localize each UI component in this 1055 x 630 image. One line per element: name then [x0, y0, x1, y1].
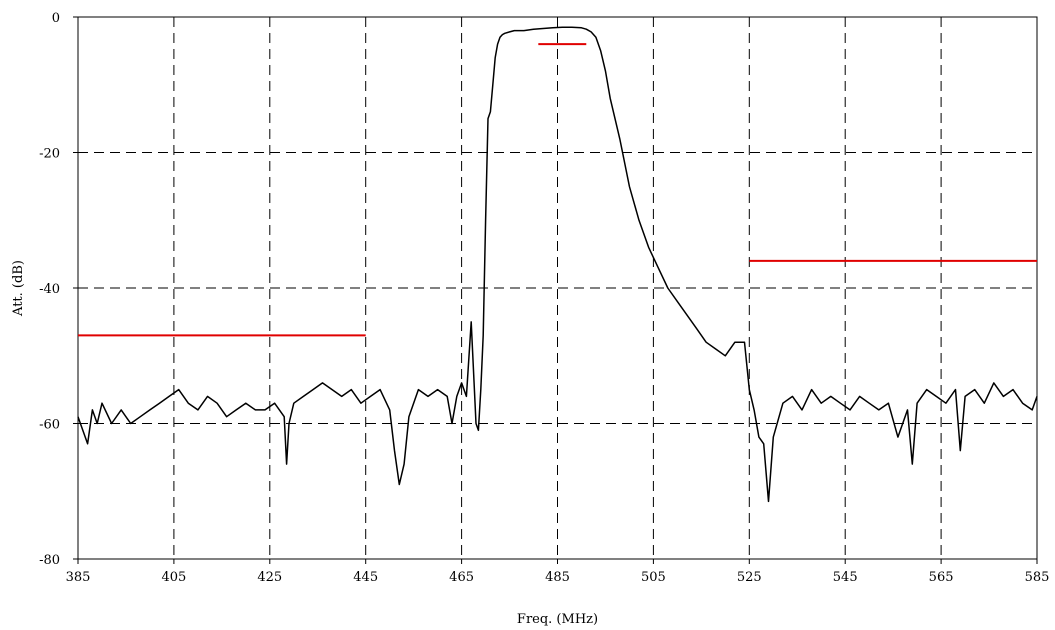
- x-tick-label: 505: [641, 570, 666, 585]
- x-tick-label: 405: [161, 570, 186, 585]
- y-axis-label: Att. (dB): [11, 260, 26, 317]
- y-tick-label: 0: [52, 11, 60, 26]
- y-tick-label: -80: [39, 553, 60, 568]
- y-tick-labels: 0 -20 -40 -60 -80: [39, 11, 78, 568]
- x-tick-label: 545: [833, 570, 858, 585]
- x-tick-label: 445: [353, 570, 378, 585]
- x-tick-label: 425: [257, 570, 282, 585]
- spec-mask-lines: [78, 43, 1037, 337]
- grid-lines: [78, 17, 1037, 559]
- x-tick-label: 585: [1025, 570, 1050, 585]
- x-tick-label: 565: [929, 570, 954, 585]
- x-tick-label: 525: [737, 570, 762, 585]
- series-layer: [77, 26, 1038, 503]
- x-tick-label: 465: [449, 570, 474, 585]
- attenuation-trace: [77, 26, 1038, 503]
- x-axis-label: Freq. (MHz): [517, 612, 598, 627]
- y-tick-label: -60: [39, 418, 60, 433]
- x-tick-labels: 385 405 425 445 465 485 505 525 545 565 585: [66, 559, 1050, 585]
- y-tick-label: -20: [39, 147, 60, 162]
- x-tick-label: 485: [545, 570, 570, 585]
- y-tick-label: -40: [39, 282, 60, 297]
- x-tick-label: 385: [66, 570, 91, 585]
